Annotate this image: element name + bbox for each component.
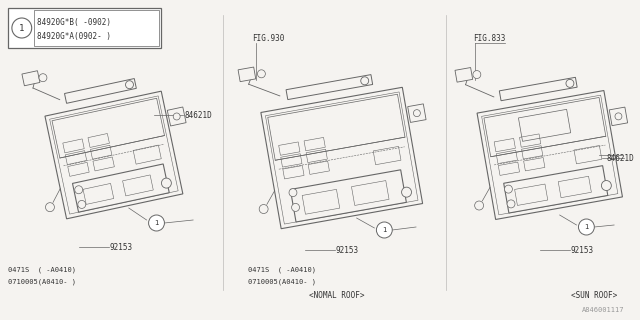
Polygon shape	[499, 77, 577, 101]
Polygon shape	[477, 91, 623, 220]
Polygon shape	[65, 78, 136, 103]
Text: 84621D: 84621D	[606, 154, 634, 163]
Circle shape	[148, 215, 164, 231]
Text: FIG.930: FIG.930	[253, 34, 285, 43]
Circle shape	[566, 79, 574, 87]
Circle shape	[475, 201, 484, 210]
Circle shape	[413, 110, 420, 117]
Text: 84621D: 84621D	[184, 110, 212, 119]
Text: 0471S  ( -A0410): 0471S ( -A0410)	[8, 267, 76, 273]
Text: 0710005(A0410- ): 0710005(A0410- )	[248, 279, 316, 285]
Circle shape	[259, 204, 268, 213]
Circle shape	[376, 222, 392, 238]
Polygon shape	[72, 164, 169, 212]
Circle shape	[289, 188, 297, 196]
Text: 1: 1	[154, 220, 159, 226]
Polygon shape	[455, 68, 473, 82]
Circle shape	[361, 77, 369, 85]
Polygon shape	[261, 87, 422, 229]
Text: 92153: 92153	[570, 245, 594, 254]
Circle shape	[507, 200, 515, 208]
Circle shape	[504, 185, 513, 193]
Text: 92153: 92153	[110, 243, 133, 252]
Text: 84920G*A(0902- ): 84920G*A(0902- )	[36, 31, 111, 41]
Polygon shape	[167, 107, 186, 126]
FancyBboxPatch shape	[8, 8, 161, 48]
Polygon shape	[504, 166, 608, 213]
Circle shape	[12, 18, 32, 38]
Polygon shape	[22, 71, 40, 86]
Text: 0471S  ( -A0410): 0471S ( -A0410)	[248, 267, 316, 273]
Text: 1: 1	[584, 224, 589, 230]
FancyBboxPatch shape	[34, 10, 159, 46]
Polygon shape	[52, 98, 164, 158]
Text: A846001117: A846001117	[582, 307, 624, 313]
Text: 1: 1	[19, 23, 24, 33]
Text: 0710005(A0410- ): 0710005(A0410- )	[8, 279, 76, 285]
Circle shape	[473, 70, 481, 78]
Circle shape	[125, 81, 134, 89]
Circle shape	[257, 70, 266, 78]
Circle shape	[292, 204, 300, 212]
Polygon shape	[291, 170, 406, 222]
Circle shape	[45, 203, 54, 212]
Text: <SUN ROOF>: <SUN ROOF>	[572, 291, 618, 300]
Polygon shape	[408, 104, 426, 123]
Circle shape	[401, 187, 412, 197]
Polygon shape	[609, 107, 628, 126]
Circle shape	[39, 74, 47, 82]
Polygon shape	[286, 75, 372, 100]
Circle shape	[602, 180, 611, 190]
Text: 92153: 92153	[336, 245, 359, 254]
Polygon shape	[518, 109, 571, 141]
Text: 1: 1	[382, 227, 387, 233]
Circle shape	[75, 186, 83, 194]
Polygon shape	[45, 91, 183, 219]
Text: FIG.833: FIG.833	[474, 34, 506, 43]
Circle shape	[78, 200, 86, 208]
Polygon shape	[238, 67, 256, 82]
Circle shape	[579, 219, 595, 235]
Circle shape	[161, 178, 172, 188]
Text: 84920G*B( -0902): 84920G*B( -0902)	[36, 18, 111, 27]
Circle shape	[173, 113, 180, 120]
Circle shape	[615, 113, 622, 120]
Polygon shape	[268, 94, 405, 160]
Text: <NOMAL ROOF>: <NOMAL ROOF>	[309, 291, 365, 300]
Polygon shape	[484, 98, 606, 157]
